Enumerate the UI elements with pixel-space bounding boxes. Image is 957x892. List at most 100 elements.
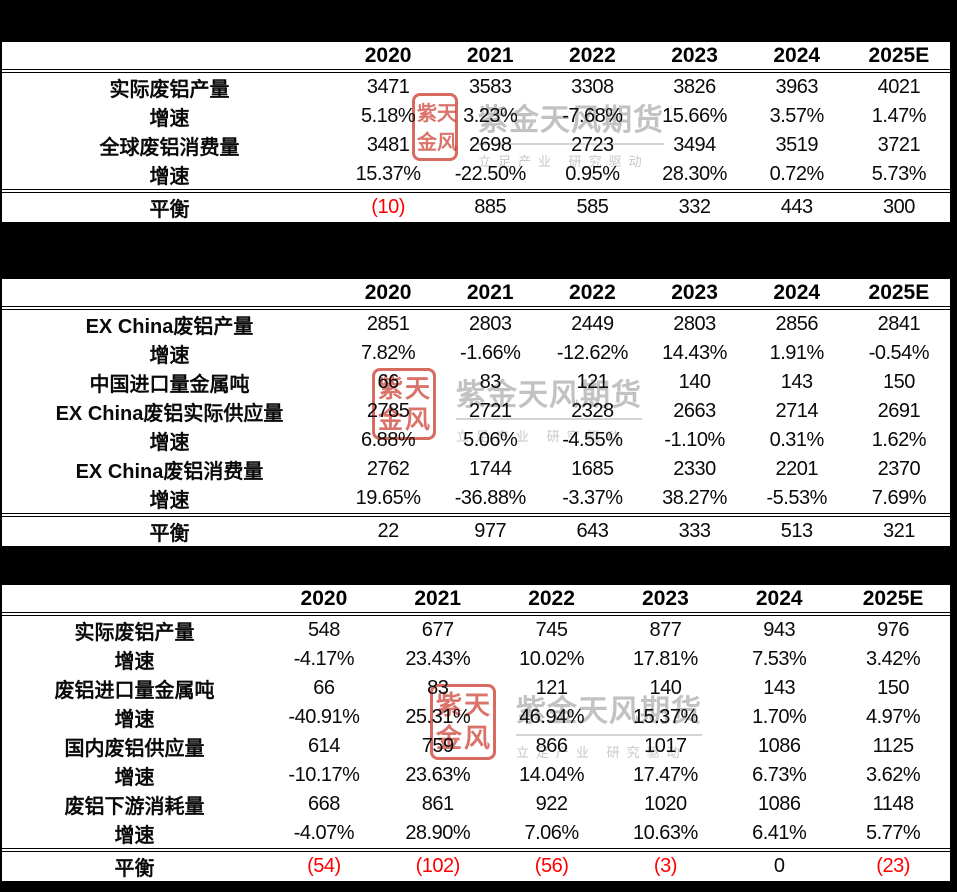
balance-row: 平衡 (10) 885 585 332 443 300 — [2, 191, 950, 224]
header-corner-cell — [2, 278, 337, 308]
year-header: 2023 — [671, 280, 718, 304]
value-cell: 759 — [421, 735, 454, 757]
value-cell: 6.73% — [752, 764, 807, 786]
value-cell: 677 — [421, 619, 454, 641]
table-row: 增速 5.18% 3.23% -7.68% 15.66% 3.57% 1.47% — [2, 102, 950, 131]
value-cell: -4.55% — [562, 429, 623, 451]
table-row: 增速 -4.07% 28.90% 7.06% 10.63% 6.41% 5.77% — [2, 819, 950, 850]
value-cell: 2803 — [673, 313, 716, 335]
value-cell: 866 — [535, 735, 568, 757]
value-cell: 1685 — [571, 458, 614, 480]
balance-value: 443 — [780, 196, 813, 218]
table-row: 中国进口量金属吨 66 83 121 140 143 150 — [2, 368, 950, 397]
table-row: 废铝进口量金属吨 66 83 121 140 143 150 — [2, 674, 950, 703]
value-cell: 4.97% — [865, 706, 921, 728]
value-cell: 83 — [427, 677, 449, 699]
value-cell: 140 — [649, 677, 682, 699]
value-cell: 2803 — [468, 313, 512, 335]
row-label: 增速 — [114, 825, 155, 847]
value-cell: 14.43% — [662, 342, 727, 364]
value-cell: 28.90% — [405, 822, 471, 844]
table-row: 增速 -40.91% 25.31% 46.94% 15.37% 1.70% 4.97% — [2, 703, 950, 732]
value-cell: 15.37% — [632, 706, 698, 728]
value-cell: 2721 — [468, 400, 512, 422]
year-header: 2024 — [773, 280, 821, 304]
row-label: 实际废铝产量 — [74, 622, 195, 644]
china-scrap-balance-table: 2020 2021 2022 2023 2024 2025E 实际废铝产量 548 677 745… — [2, 583, 950, 884]
year-header: 2020 — [364, 43, 412, 67]
table-row: 增速 6.88% 5.06% -4.55% -1.10% 0.31% 1.62% — [2, 426, 950, 455]
value-cell: 2328 — [571, 400, 614, 422]
value-cell: 17.81% — [632, 648, 698, 670]
balance-value: 885 — [474, 196, 507, 218]
value-cell: 2785 — [366, 400, 410, 422]
balance-value: (23) — [876, 855, 910, 877]
row-label: EX China废铝产量 — [85, 316, 254, 338]
value-cell: 2762 — [366, 458, 410, 480]
value-cell: 0.31% — [769, 429, 825, 451]
value-cell: 943 — [763, 619, 796, 641]
table-row: 增速 19.65% -36.88% -3.37% 38.27% -5.53% 7.69% — [2, 484, 950, 515]
value-cell: 17.47% — [632, 764, 698, 786]
year-header: 2022 — [528, 586, 575, 610]
year-header: 2025E — [868, 280, 930, 304]
value-cell: 3519 — [775, 134, 818, 156]
value-cell: 976 — [877, 619, 909, 641]
value-cell: 140 — [678, 371, 711, 393]
balance-value: 332 — [678, 196, 711, 218]
row-label: 全球废铝消费量 — [99, 137, 240, 159]
value-cell: 1744 — [468, 458, 512, 480]
balance-value: 643 — [576, 520, 609, 542]
value-cell: 6.41% — [752, 822, 807, 844]
value-cell: -10.17% — [288, 764, 360, 786]
row-label: 增速 — [149, 490, 190, 512]
value-cell: 877 — [649, 619, 682, 641]
value-cell: 3963 — [775, 76, 818, 98]
value-cell: 1086 — [757, 735, 801, 757]
value-cell: 1.62% — [871, 429, 927, 451]
table-row: 实际废铝产量 548 677 745 877 943 976 — [2, 614, 950, 645]
year-header: 2023 — [671, 43, 718, 67]
value-cell: 1.91% — [769, 342, 825, 364]
value-cell: 3826 — [673, 76, 716, 98]
table-row: 全球废铝消费量 3481 2698 2723 3494 3519 3721 — [2, 131, 950, 160]
row-label: 增速 — [149, 166, 190, 188]
value-cell: 23.63% — [405, 764, 471, 786]
value-cell: 121 — [535, 677, 568, 699]
value-cell: 2663 — [673, 400, 716, 422]
value-cell: 5.77% — [865, 822, 921, 844]
value-cell: 2698 — [468, 134, 512, 156]
value-cell: 15.66% — [662, 105, 727, 127]
table-row: 废铝下游消耗量 668 861 922 1020 1086 1148 — [2, 790, 950, 819]
ex-china-scrap-balance-table: 2020 2021 2022 2023 2024 2025E EX China废铝产量 285… — [2, 277, 950, 549]
global-scrap-balance-table-section: 紫天金风 紫金天风期货 立足产业 研究驱动 2020 2021 2022 2023 20… — [2, 40, 950, 225]
value-cell: -5.53% — [766, 487, 828, 509]
value-cell: 7.53% — [752, 648, 807, 670]
balance-value: (54) — [307, 855, 341, 877]
value-cell: -3.37% — [562, 487, 623, 509]
row-label: 中国进口量金属吨 — [89, 374, 250, 396]
year-header: 2024 — [773, 43, 821, 67]
row-label: 增速 — [114, 651, 155, 673]
balance-row: 平衡 (54) (102) (56) (3) 0 (23) — [2, 850, 950, 883]
year-header-row: 2020 2021 2022 2023 2024 2025E — [2, 584, 950, 614]
value-cell: 3721 — [877, 134, 921, 156]
value-cell: 1.47% — [871, 105, 927, 127]
header-corner-cell — [2, 584, 267, 614]
value-cell: -7.68% — [562, 105, 623, 127]
balance-label: 平衡 — [114, 858, 155, 880]
value-cell: 143 — [780, 371, 813, 393]
row-label: 增速 — [114, 767, 155, 789]
row-label: EX China废铝消费量 — [75, 461, 264, 483]
table-row: 增速 15.37% -22.50% 0.95% 28.30% 0.72% 5.73% — [2, 160, 950, 191]
row-label: 增速 — [149, 432, 190, 454]
row-label: 废铝进口量金属吨 — [54, 680, 215, 702]
balance-value: (56) — [534, 855, 569, 877]
value-cell: 150 — [882, 371, 915, 393]
balance-value: (102) — [415, 855, 461, 877]
value-cell: 25.31% — [405, 706, 471, 728]
value-cell: 668 — [307, 793, 340, 815]
value-cell: 66 — [313, 677, 335, 699]
value-cell: 38.27% — [662, 487, 727, 509]
value-cell: 10.02% — [519, 648, 584, 670]
